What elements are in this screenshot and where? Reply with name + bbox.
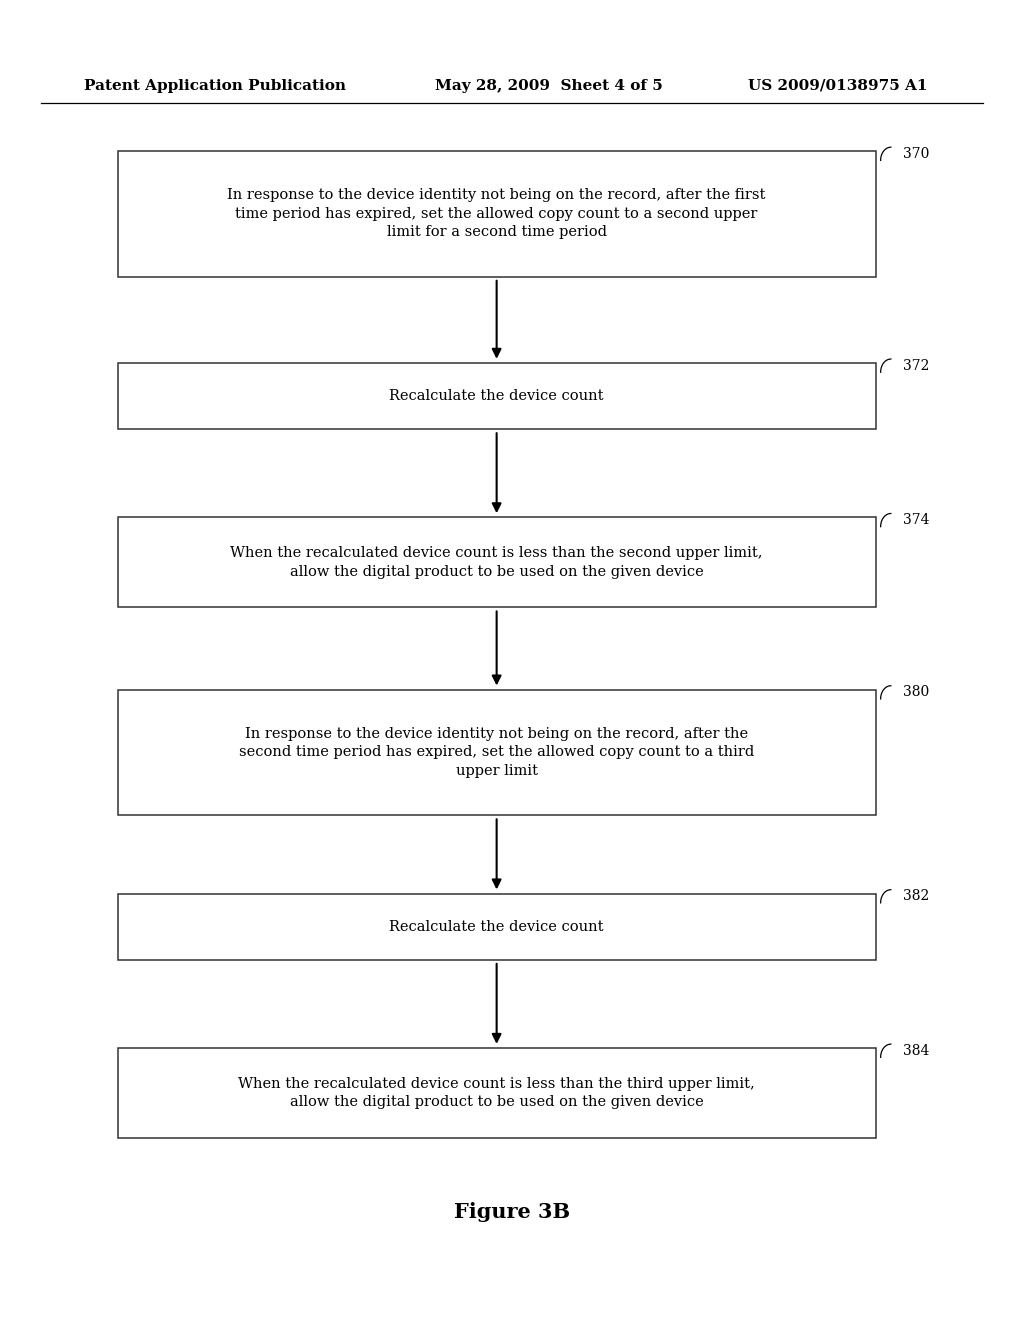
Text: 370: 370 — [903, 147, 930, 161]
Text: Figure 3B: Figure 3B — [454, 1201, 570, 1222]
Bar — [118, 894, 876, 960]
Bar — [118, 689, 876, 814]
Text: May 28, 2009  Sheet 4 of 5: May 28, 2009 Sheet 4 of 5 — [435, 79, 663, 92]
Text: Patent Application Publication: Patent Application Publication — [84, 79, 346, 92]
Text: 374: 374 — [903, 513, 930, 527]
Text: Recalculate the device count: Recalculate the device count — [389, 389, 604, 403]
Text: Recalculate the device count: Recalculate the device count — [389, 920, 604, 933]
Text: 380: 380 — [903, 685, 930, 700]
Bar — [118, 1048, 876, 1138]
Text: When the recalculated device count is less than the third upper limit,
allow the: When the recalculated device count is le… — [239, 1077, 755, 1109]
Text: 382: 382 — [903, 890, 930, 903]
Text: In response to the device identity not being on the record, after the
second tim: In response to the device identity not b… — [239, 727, 755, 777]
Bar — [118, 152, 876, 277]
Bar — [118, 363, 876, 429]
Text: 372: 372 — [903, 359, 930, 372]
Text: In response to the device identity not being on the record, after the first
time: In response to the device identity not b… — [227, 189, 766, 239]
Text: When the recalculated device count is less than the second upper limit,
allow th: When the recalculated device count is le… — [230, 546, 763, 578]
Text: 384: 384 — [903, 1044, 930, 1057]
Bar — [118, 517, 876, 607]
Text: US 2009/0138975 A1: US 2009/0138975 A1 — [748, 79, 927, 92]
